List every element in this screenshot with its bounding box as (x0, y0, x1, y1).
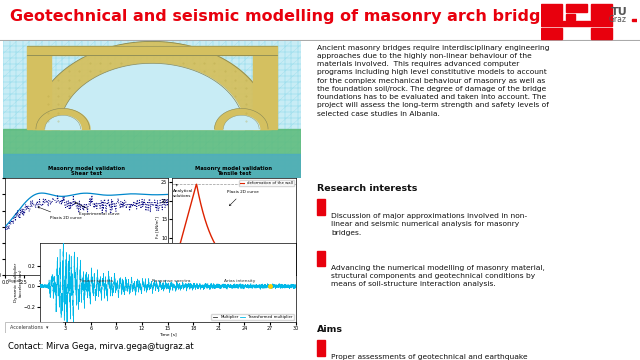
Bar (27, 45, 277, 55)
Text: Geotechnical and seismic modelling of masonry arch bridges: Geotechnical and seismic modelling of ma… (10, 9, 561, 24)
Text: Ancient masonry bridges require interdisciplinary engineering
approaches due to : Ancient masonry bridges require interdis… (317, 45, 549, 117)
Text: Advancing the numerical modelling of masonry material,
structural components and: Advancing the numerical modelling of mas… (332, 265, 545, 287)
Bar (317, 340, 325, 356)
Text: Accelerations  ▾: Accelerations ▾ (10, 325, 48, 330)
Text: Experimental curve: Experimental curve (75, 202, 120, 216)
Bar (317, 199, 325, 215)
Bar (541, 4, 562, 19)
Text: Graz: Graz (609, 15, 627, 24)
Text: Discussion of major approximations involved in non-
linear and seismic numerical: Discussion of major approximations invol… (332, 213, 527, 235)
Text: Plaxis 2D curve: Plaxis 2D curve (227, 190, 259, 206)
Bar (591, 4, 612, 19)
Bar (3, 154, 301, 178)
Title: Masonry model validation
Tensile test: Masonry model validation Tensile test (195, 166, 273, 176)
Bar (27, 55, 51, 129)
Y-axis label: Fx [kN/m²]: Fx [kN/m²] (156, 216, 160, 238)
Y-axis label: Dynamic multiplier
(acceleration): Dynamic multiplier (acceleration) (13, 263, 22, 302)
Text: Arias intensity: Arias intensity (225, 279, 256, 283)
Text: Contact: Mirva Gega, mirva.gega@tugraz.at: Contact: Mirva Gega, mirva.gega@tugraz.a… (8, 342, 193, 351)
Bar (632, 19, 637, 21)
Bar (253, 55, 277, 129)
Text: Proper assessments of geotechnical and earthquake
risks based on rigorous comput: Proper assessments of geotechnical and e… (332, 354, 528, 360)
Text: Response spectra: Response spectra (152, 279, 191, 283)
Bar (3, 129, 301, 178)
Title: Masonry model validation
Shear test: Masonry model validation Shear test (48, 166, 125, 176)
Text: Analytical
solutions: Analytical solutions (173, 184, 193, 198)
Text: Research interests: Research interests (317, 184, 417, 193)
X-axis label: Horizontal Displacement Ux [mm]: Horizontal Displacement Ux [mm] (52, 286, 122, 290)
Text: TU: TU (611, 7, 628, 17)
Legend: Multiplier, Transformed multiplier: Multiplier, Transformed multiplier (211, 314, 294, 320)
Bar (591, 27, 612, 39)
Bar (566, 14, 575, 19)
Bar (566, 4, 587, 12)
Text: Plaxis 2D curve: Plaxis 2D curve (38, 207, 81, 220)
X-axis label: Time [s]: Time [s] (159, 333, 177, 337)
Bar (541, 27, 562, 39)
Bar (317, 251, 325, 266)
Text: Signal: Signal (8, 279, 22, 283)
Legend: deformation of the wall: deformation of the wall (239, 180, 294, 186)
Text: Fourier spectra: Fourier spectra (80, 279, 113, 283)
Bar (541, 21, 612, 26)
Text: Aims: Aims (317, 325, 343, 334)
X-axis label: Deformation ux [m]: Deformation ux [m] (214, 286, 254, 290)
